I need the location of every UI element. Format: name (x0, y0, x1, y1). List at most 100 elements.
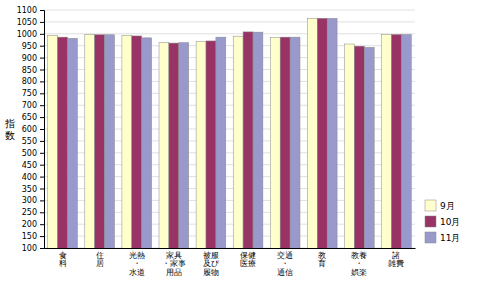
y-tick-label: 1000 (17, 30, 37, 39)
y-tick: 1000 (17, 30, 44, 39)
y-tick-mark (40, 93, 44, 94)
x-tick-label: 住居 (96, 251, 104, 269)
bar (270, 37, 280, 248)
x-tick-label: 交通・通信 (277, 251, 293, 278)
bar (345, 44, 355, 248)
x-tick: 保健医療 (240, 248, 256, 268)
grid-line (44, 33, 415, 34)
y-tick-mark (40, 248, 44, 249)
bar (58, 37, 68, 248)
y-tick-label: 950 (22, 42, 37, 51)
x-tick: 住居 (96, 248, 104, 268)
y-tick-mark (40, 129, 44, 130)
bar (216, 37, 226, 248)
x-tick-label: 保健医療 (240, 251, 256, 269)
y-tick: 100 (22, 244, 44, 253)
x-tick-label: 諸雑費 (388, 251, 404, 269)
x-tick: 食料 (59, 248, 67, 268)
y-tick: 350 (22, 185, 44, 194)
bar (290, 37, 300, 248)
y-tick-label: 250 (22, 208, 37, 217)
bar (280, 37, 290, 248)
legend: 9月 10月 11月 (425, 200, 460, 243)
legend-item: 11月 (425, 232, 460, 243)
x-tick-label: 教育 (318, 251, 326, 269)
y-tick: 1100 (17, 6, 44, 15)
x-tick-label: 家具・家事用品 (162, 251, 186, 278)
bar (95, 35, 105, 248)
bar (169, 43, 179, 248)
y-tick: 950 (22, 42, 44, 51)
y-tick: 550 (22, 137, 44, 146)
y-tick: 750 (22, 89, 44, 98)
y-tick-label: 900 (22, 54, 37, 63)
legend-swatch (425, 200, 436, 211)
bar (327, 18, 337, 248)
y-tick-mark (40, 200, 44, 201)
y-tick: 850 (22, 66, 44, 75)
y-axis: 100 150 200 250 300 350 400 450 500 550 600 650 700 7… (17, 6, 45, 253)
y-tick: 450 (22, 161, 44, 170)
y-tick-mark (40, 22, 44, 23)
y-tick-label: 800 (22, 77, 37, 86)
y-tick-label: 550 (22, 137, 37, 146)
y-tick: 650 (22, 113, 44, 122)
legend-item: 10月 (425, 216, 460, 227)
plot: 100 150 200 250 300 350 400 450 500 550 600 650 700 7… (17, 6, 416, 277)
y-tick-label: 850 (22, 66, 37, 75)
bar (392, 35, 402, 248)
y-tick: 300 (22, 196, 44, 205)
bar (48, 35, 58, 248)
x-tick: 光熱・水道 (129, 248, 145, 277)
x-tick-label: 食料 (59, 251, 67, 269)
grid-line (44, 10, 415, 11)
bar (364, 47, 374, 248)
y-tick-mark (40, 212, 44, 213)
legend-label: 10月 (440, 217, 460, 227)
bar (132, 36, 142, 248)
y-tick: 150 (22, 232, 44, 241)
x-tick: 被服及び履物 (203, 248, 220, 277)
y-tick-mark (40, 10, 44, 11)
bar (85, 35, 95, 248)
x-tick-label: 光熱・水道 (129, 251, 145, 278)
bar (253, 32, 263, 248)
x-axis-line (45, 248, 416, 249)
bar (122, 35, 132, 248)
bar (401, 35, 411, 248)
y-tick-label: 650 (22, 113, 37, 122)
y-tick: 200 (22, 220, 44, 229)
y-tick-mark (40, 165, 44, 166)
y-tick: 500 (22, 149, 44, 158)
y-tick-mark (40, 189, 44, 190)
y-tick-label: 100 (22, 244, 37, 253)
y-axis-line (40, 11, 45, 249)
y-tick-label: 600 (22, 125, 37, 134)
y-tick-mark (40, 177, 44, 178)
bar (206, 41, 216, 248)
x-tick-label: 教養・娯楽 (351, 251, 367, 278)
y-tick-label: 700 (22, 101, 37, 110)
y-axis-title: 指数 (4, 118, 15, 141)
y-tick-label: 150 (22, 232, 37, 241)
grid-line (44, 21, 415, 22)
y-tick-label: 400 (22, 173, 37, 182)
x-axis: 食料 住居 光熱・水道 家具・家事用品被服及び履物 保健医療 交通・通信 教育 教養・娯楽 諸雑… (45, 248, 416, 277)
y-tick: 900 (22, 54, 44, 63)
y-tick-mark (40, 141, 44, 142)
bar (159, 43, 169, 248)
y-tick: 600 (22, 125, 44, 134)
y-tick-label: 1050 (17, 18, 37, 27)
y-tick-label: 200 (22, 220, 37, 229)
bar (243, 32, 253, 248)
y-tick-mark (40, 224, 44, 225)
y-tick-label: 450 (22, 161, 37, 170)
x-tick: 家具・家事用品 (162, 248, 186, 277)
x-tick: 教養・娯楽 (351, 248, 367, 277)
y-tick-mark (40, 117, 44, 118)
legend-label: 9月 (440, 201, 455, 211)
y-tick-mark (40, 105, 44, 106)
bar (354, 46, 364, 248)
x-tick: 諸雑費 (388, 248, 404, 268)
y-tick-label: 750 (22, 89, 37, 98)
